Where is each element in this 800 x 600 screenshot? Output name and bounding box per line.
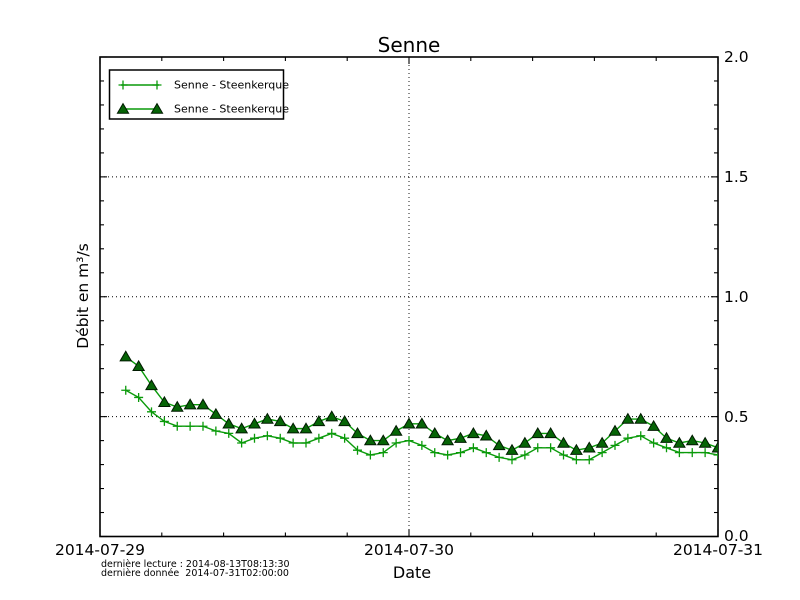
y-tick-label-0.0: 0.0 — [724, 527, 749, 545]
y-tick-label-1.0: 1.0 — [724, 288, 749, 306]
y-axis-label: Débit en m³/s — [74, 243, 92, 349]
chart-title: Senne — [377, 33, 441, 57]
x-tick-label-2014-07-29: 2014-07-29 — [54, 541, 146, 559]
x-tick-label-2014-07-31: 2014-07-31 — [672, 541, 764, 559]
y-tick-label-2.0: 2.0 — [724, 48, 749, 66]
x-tick-label-2014-07-30: 2014-07-30 — [363, 541, 455, 559]
footer-last-reading: dernière lecture : 2014-08-13T08:13:30 — [101, 559, 290, 570]
y-tick-label-0.5: 0.5 — [724, 408, 749, 426]
legend-entry-plus-label: Senne - Steenkerque — [174, 78, 290, 92]
footer-last-data: dernière donnée 2014-07-31T02:00:00 — [101, 568, 289, 579]
y-tick-label-1.5: 1.5 — [724, 168, 749, 186]
legend-entry-triangle-label: Senne - Steenkerque — [174, 102, 290, 116]
x-axis-label: Date — [392, 563, 432, 582]
